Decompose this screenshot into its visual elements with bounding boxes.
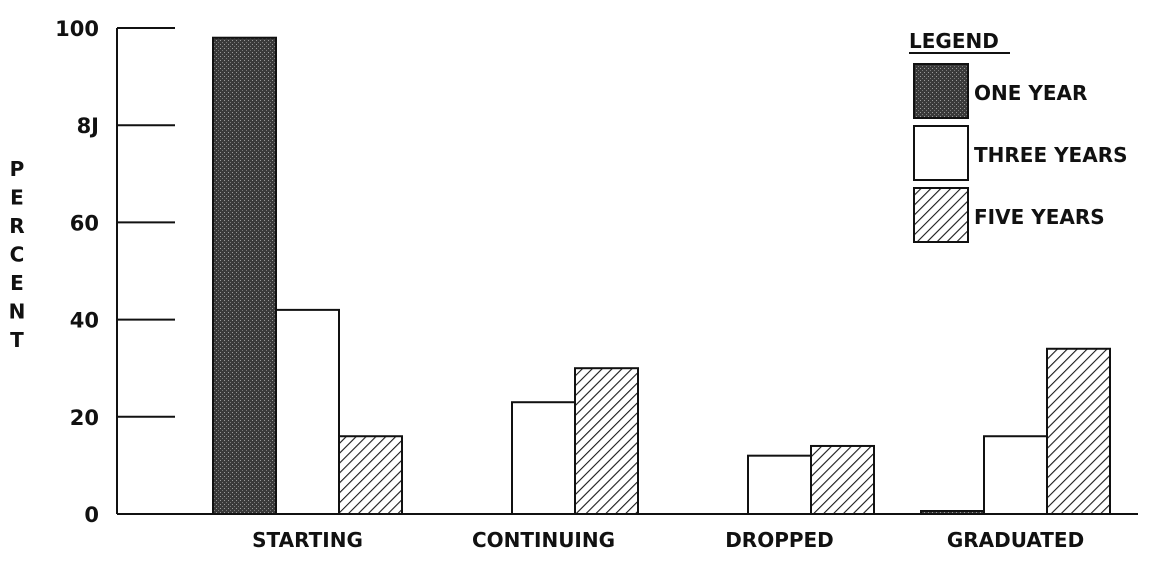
legend-swatch-five-years: [913, 187, 969, 243]
legend-swatch-one-year: [913, 63, 969, 119]
x-tick-label: CONTINUING: [472, 528, 615, 552]
bar-five-years-continuing: [574, 367, 639, 516]
bar-three-years-dropped: [747, 454, 812, 515]
bar-three-years-graduated: [983, 435, 1048, 515]
y-tick-label: 100: [55, 17, 99, 41]
bar-five-years-starting: [338, 435, 403, 515]
bar-three-years-continuing: [511, 401, 576, 515]
x-tick-label: DROPPED: [725, 528, 834, 552]
y-tick-label: 8Ј: [77, 114, 99, 138]
bar-five-years-graduated: [1046, 347, 1111, 516]
legend-title: LEGEND: [909, 29, 999, 53]
bar-five-years-dropped: [810, 444, 875, 515]
y-tick-label: 20: [70, 406, 99, 430]
bar-three-years-starting: [275, 308, 340, 515]
legend-swatch-three-years: [913, 125, 969, 181]
y-tick-label: 60: [70, 211, 99, 235]
bar-one-year-starting: [212, 36, 277, 515]
y-axis-title-letter: E: [10, 186, 24, 210]
y-axis-title-letter: E: [10, 271, 24, 295]
y-tick-label: 0: [84, 503, 99, 527]
x-tick-label: GRADUATED: [947, 528, 1084, 552]
y-axis-title-letter: P: [10, 157, 25, 181]
x-tick-label: STARTING: [252, 528, 363, 552]
y-axis-title-letter: T: [10, 328, 24, 352]
legend-label: ONE YEAR: [974, 81, 1087, 105]
bar-one-year-graduated: [920, 510, 985, 515]
legend-label: FIVE YEARS: [974, 205, 1105, 229]
y-tick-label: 40: [70, 309, 99, 333]
y-axis-title-letter: N: [9, 300, 26, 324]
y-axis-title-letter: R: [9, 214, 24, 238]
y-axis-title-letter: C: [10, 243, 25, 267]
legend-label: THREE YEARS: [974, 143, 1128, 167]
